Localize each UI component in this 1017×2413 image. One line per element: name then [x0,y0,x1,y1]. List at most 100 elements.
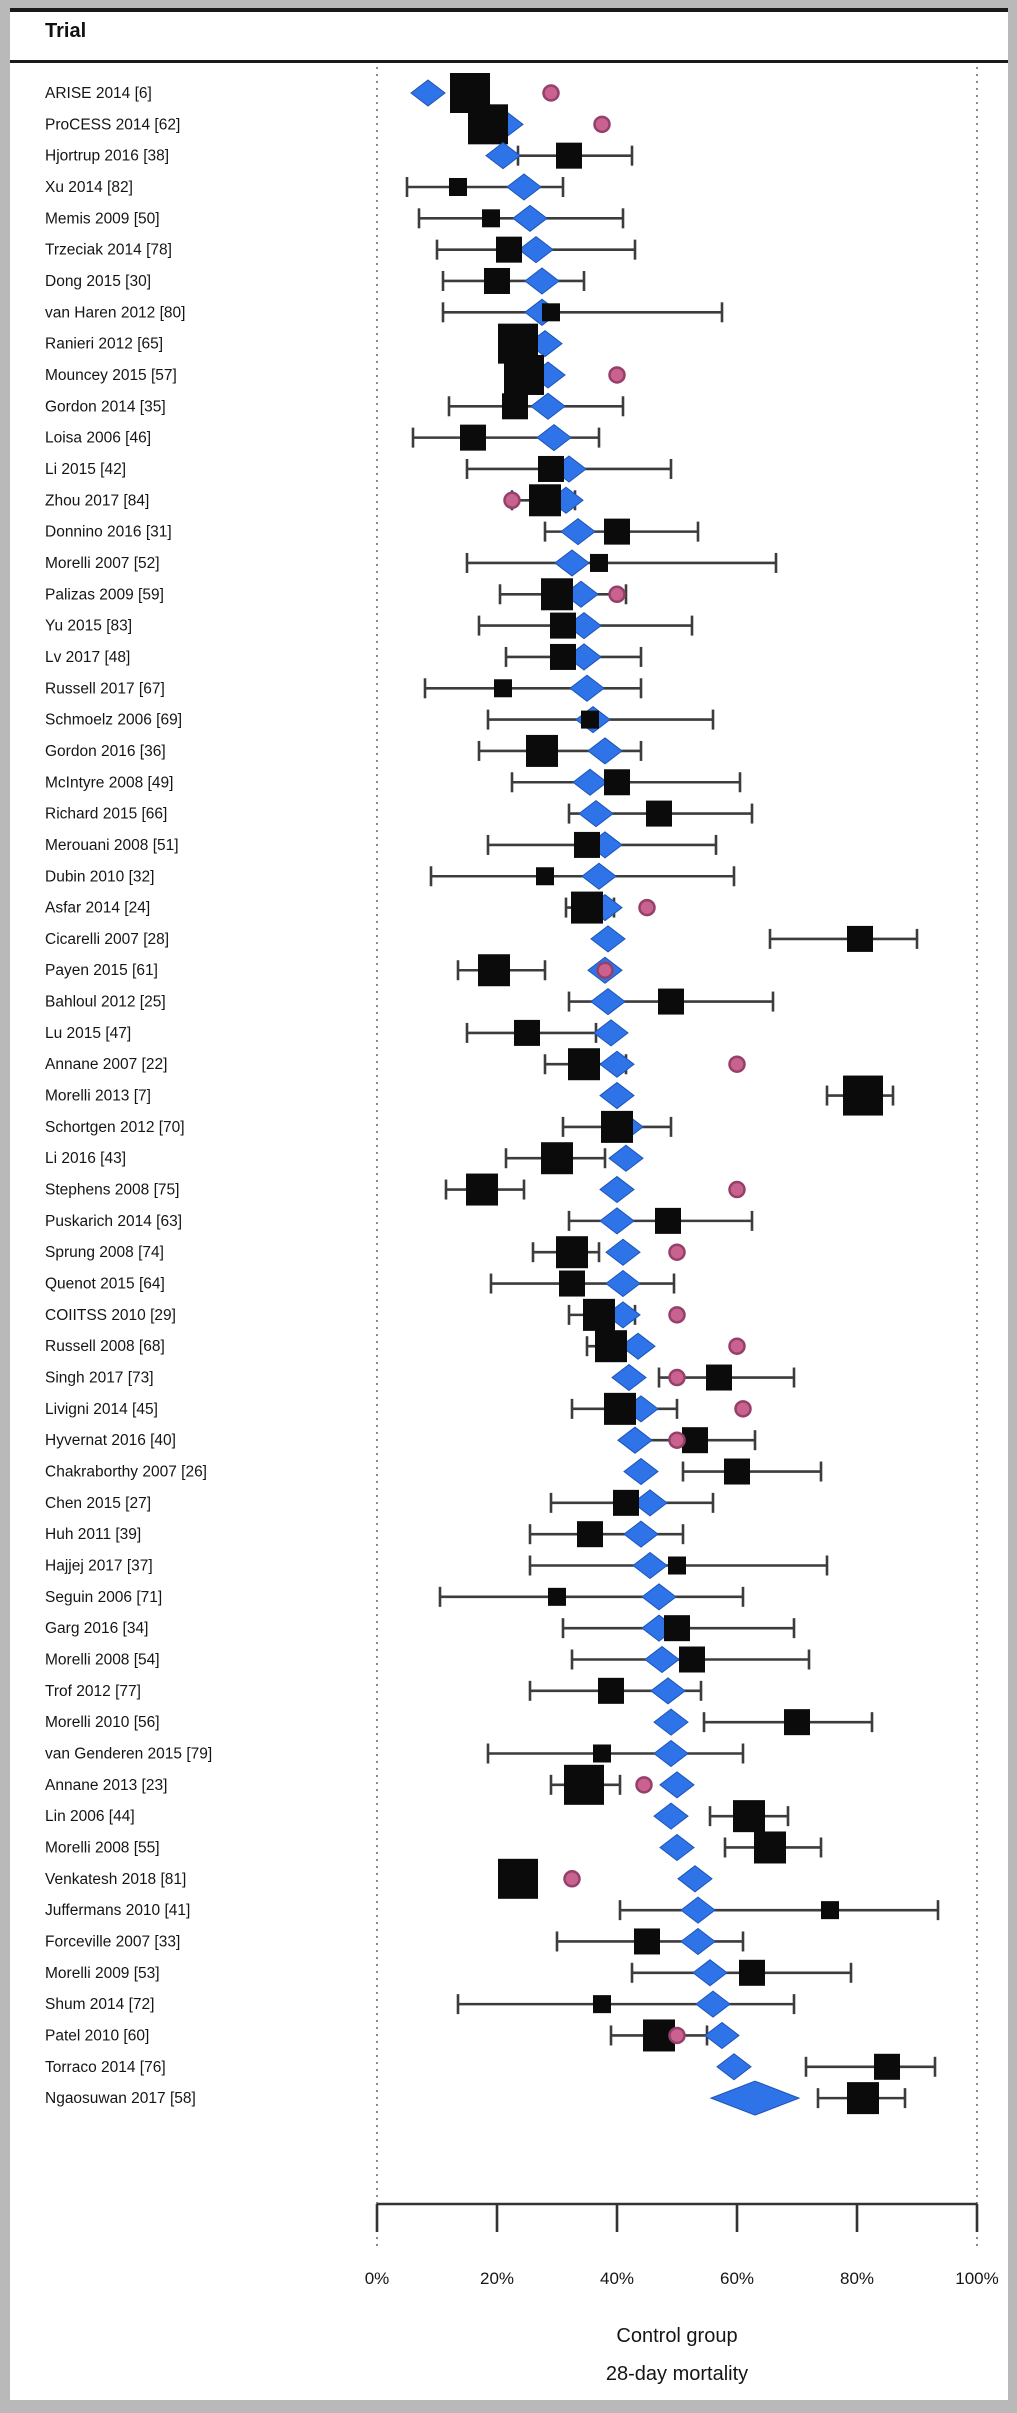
point-square [613,1489,639,1516]
cumulative-diamond [695,1990,731,2018]
point-square [847,2082,879,2115]
pink-dot [503,491,521,510]
cumulative-diamond [716,2053,752,2081]
pink-dot [728,1337,746,1355]
trial-label: Li 2016 [43] [45,1150,126,1167]
cumulative-diamond [659,1833,695,1862]
x-tick-label: 80% [840,2269,874,2288]
cumulative-diamond [704,2021,740,2050]
trial-label: COIITSS 2010 [29] [45,1307,176,1324]
point-square [754,1831,786,1864]
trial-label: Puskarich 2014 [63] [45,1213,182,1230]
cumulative-diamond [599,1050,635,1078]
point-square [590,553,608,572]
trial-label: Zhou 2017 [84] [45,492,149,509]
point-square [843,1075,883,1116]
pink-dot [608,366,626,384]
point-square [498,1858,538,1899]
point-square [583,1298,615,1331]
point-square [658,988,684,1015]
x-tick-label: 0% [365,2269,390,2288]
pink-dot [728,1055,746,1073]
trial-label: Palizas 2009 [59] [45,586,164,603]
trial-label: van Genderen 2015 [79] [45,1745,212,1762]
trial-label: Seguin 2006 [71] [45,1589,162,1606]
trial-label: Venkatesh 2018 [81] [45,1871,186,1888]
cumulative-diamond [572,768,608,796]
trial-label: Ranieri 2012 [65] [45,336,163,353]
cumulative-diamond [653,1708,689,1736]
point-square [502,393,528,420]
point-square [655,1207,681,1234]
pink-dot [563,1870,581,1888]
cumulative-diamond [617,1426,653,1454]
cumulative-diamond [644,1645,680,1674]
point-square [581,710,599,729]
trial-label: van Haren 2012 [80] [45,304,185,321]
cumulative-diamond [560,517,596,546]
trial-label: Merouani 2008 [51] [45,837,179,854]
point-square [548,1587,566,1606]
trial-label: Patel 2010 [60] [45,2027,149,2044]
trial-label: Russell 2008 [68] [45,1338,165,1355]
point-square [541,578,573,611]
cumulative-diamond [677,1865,713,1893]
trial-label: Russell 2017 [67] [45,680,165,697]
trial-label: Torraco 2014 [76] [45,2059,166,2076]
cumulative-diamond [599,1175,635,1204]
pink-dot [596,961,614,979]
trial-label: Chen 2015 [27] [45,1495,151,1512]
point-square [821,1901,839,1920]
trial-label: Gordon 2014 [35] [45,398,166,415]
point-square [542,303,560,322]
point-square [484,267,510,294]
pink-dot [668,1243,686,1261]
cumulative-diamond [536,424,572,452]
point-square [604,1392,636,1425]
trial-label: Hjortrup 2016 [38] [45,148,169,165]
cumulative-diamond [587,737,623,765]
point-square [514,1019,540,1046]
pink-dot [608,585,626,604]
x-tick-label: 40% [600,2269,634,2288]
trial-label: Lu 2015 [47] [45,1025,131,1042]
cumulative-diamond [659,1771,695,1799]
cumulative-diamond [653,1802,689,1830]
point-square [593,1744,611,1763]
cumulative-diamond [620,1332,656,1360]
point-square [601,1110,633,1143]
trial-label: Cicarelli 2007 [28] [45,931,169,948]
trial-label: Shum 2014 [72] [45,1996,154,2013]
point-square [460,424,486,451]
point-square [646,800,672,827]
pink-dot [635,1776,653,1794]
point-square [559,1270,585,1297]
point-square [466,1173,498,1206]
trial-label: Quenot 2015 [64] [45,1276,165,1293]
trial-label: Li 2015 [42] [45,461,126,478]
trial-label: Morelli 2008 [54] [45,1652,160,1669]
trial-label: Annane 2007 [22] [45,1056,167,1073]
point-square [604,769,630,796]
trial-label: Bahloul 2012 [25] [45,994,166,1011]
x-axis-title-line1: Control group [616,2325,737,2347]
trial-label: Donnino 2016 [31] [45,524,172,541]
page-title: Trial [45,20,87,42]
trial-label: Morelli 2008 [55] [45,1839,160,1856]
point-square [634,1928,660,1955]
pink-dot [668,1368,686,1387]
trial-label: ProCESS 2014 [62] [45,116,180,133]
trial-label: Morelli 2013 [7] [45,1088,151,1105]
trial-label: Mouncey 2015 [57] [45,367,177,384]
trial-label: Memis 2009 [50] [45,210,160,227]
point-square [482,209,500,228]
cumulative-diamond [530,392,566,420]
cumulative-diamond [632,1489,668,1517]
cumulative-diamond [593,1019,629,1047]
header-rule [10,60,1008,63]
trial-label: Juffermans 2010 [41] [45,1902,190,1919]
cumulative-diamond [410,79,446,107]
cumulative-diamond [650,1677,686,1705]
cumulative-diamond [692,1959,728,1987]
pink-dot [668,2026,686,2045]
